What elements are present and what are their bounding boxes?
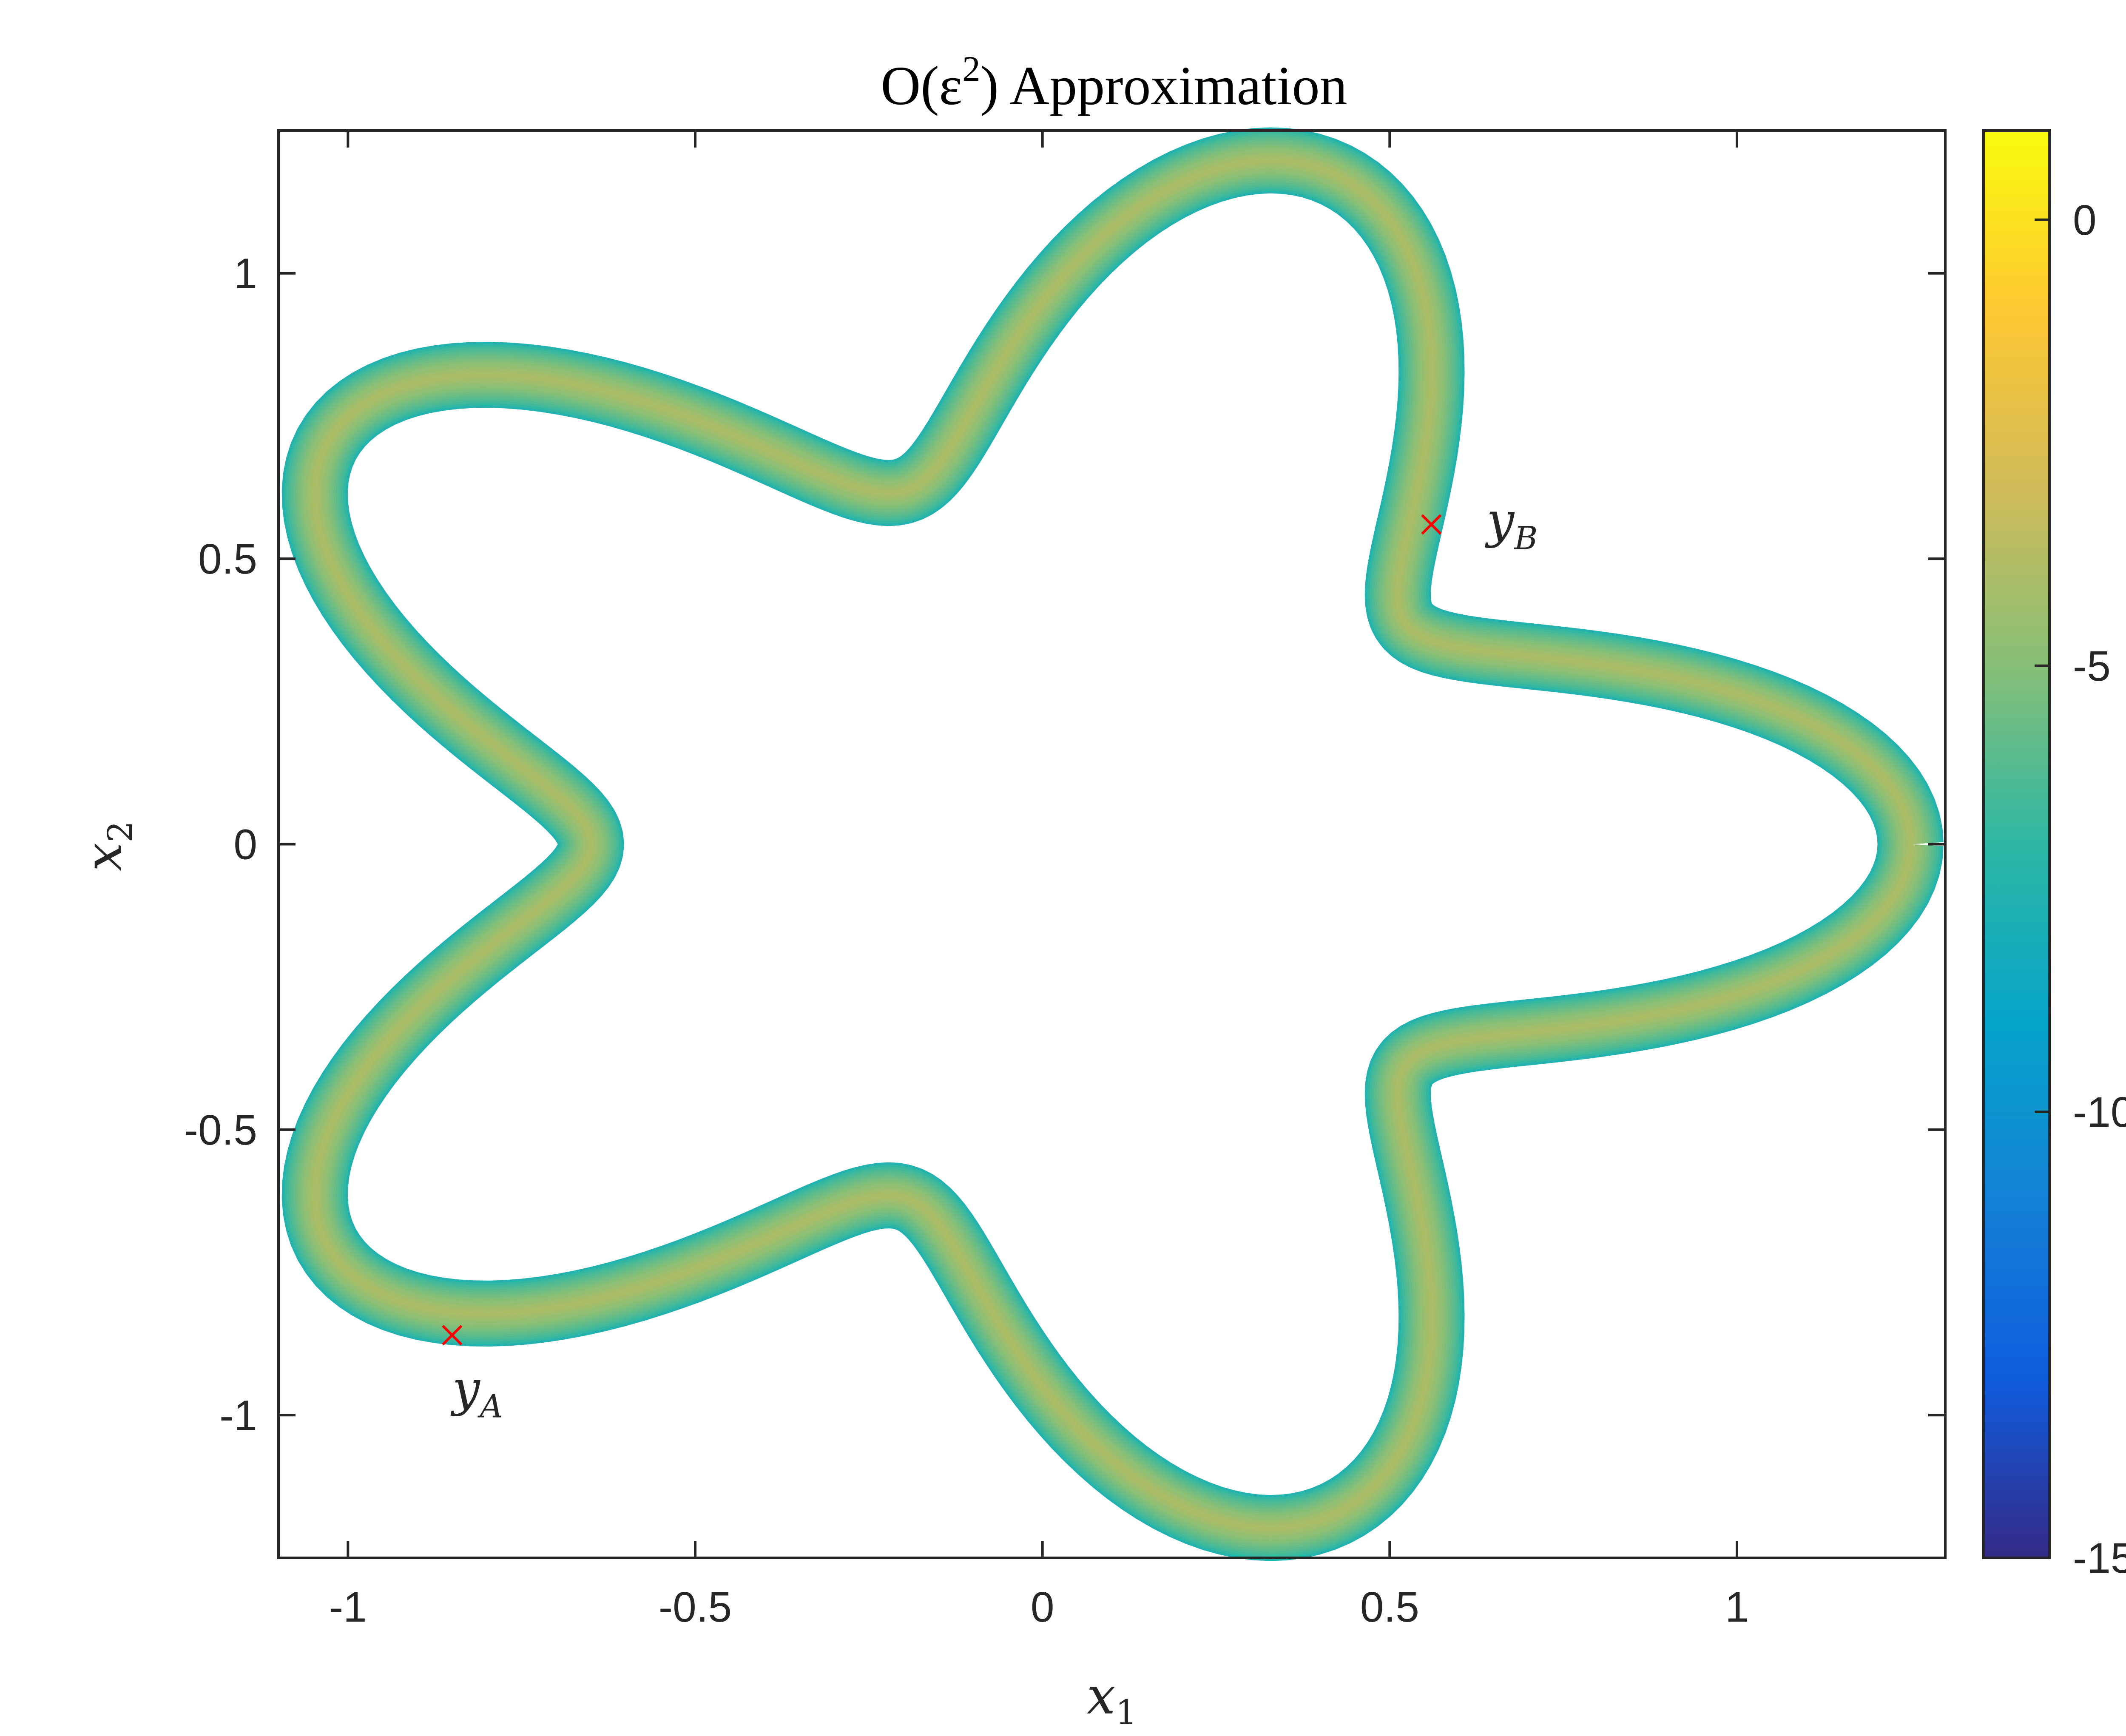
x-tick-label: -1 [329, 1583, 367, 1631]
colorbar-tick-label: 0 [2073, 196, 2097, 244]
y-tick-label: 0 [233, 821, 257, 869]
x-tick-label: 0.5 [1360, 1583, 1419, 1631]
point-marker-y_B [1421, 514, 1442, 535]
y-tick-label: -1 [219, 1392, 257, 1439]
plot-area: yA yB -1 -0.5 0 0.5 1 -1 -0.5 0 0.5 1 [184, 127, 1947, 1631]
colorbar: 0 -5 -10 -15 [1982, 129, 2126, 1582]
star-curve [281, 127, 1944, 1561]
x-axis-label: x1 [1087, 1667, 1137, 1732]
colorbar-ticks: 0 -5 -10 -15 [2035, 196, 2126, 1582]
colorbar-tick-label: -15 [2073, 1534, 2126, 1582]
point-label-y_A: yA [450, 1360, 503, 1425]
x-tick-label: -0.5 [659, 1583, 732, 1631]
colorbar-bar [1982, 129, 2051, 1559]
chart-title: O(ε2) Approximation [881, 49, 1347, 116]
point-label-y_B: yB [1484, 492, 1538, 557]
y-tick-label: 0.5 [198, 535, 257, 583]
y-ticks: -1 -0.5 0 0.5 1 [184, 250, 1945, 1439]
marked-points: yA yB [442, 492, 1538, 1425]
x-ticks: -1 -0.5 0 0.5 1 [329, 131, 1749, 1631]
x-tick-label: 1 [1725, 1583, 1749, 1631]
colorbar-tick-label: -5 [2073, 642, 2111, 690]
y-tick-label: 1 [233, 250, 257, 298]
curve-band-layer [312, 158, 1913, 1531]
x-tick-label: 0 [1031, 1583, 1054, 1631]
point-marker-y_A [442, 1325, 463, 1346]
y-axis-label: x2 [74, 821, 140, 872]
colorbar-tick-label: -10 [2073, 1088, 2126, 1136]
y-tick-label: -0.5 [184, 1106, 257, 1154]
